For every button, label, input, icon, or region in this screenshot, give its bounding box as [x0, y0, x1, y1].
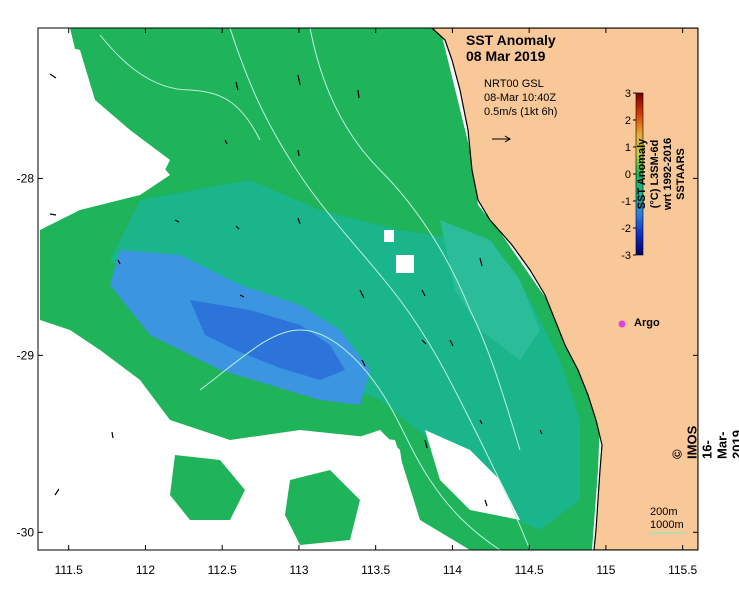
sst-field-coastal	[440, 220, 540, 360]
argo-label: Argo	[634, 317, 660, 329]
y-tick-label: -30	[17, 525, 35, 539]
y-tick-label: -29	[17, 348, 35, 362]
current-scale: 0.5m/s (1kt 6h)	[484, 106, 558, 118]
x-tick-label: 115	[596, 563, 615, 577]
colorbar: 3 2 1 0 -1 -2 -3	[621, 88, 644, 262]
x-tick-label: 113.5	[361, 563, 390, 577]
sst-patch-south	[170, 455, 245, 520]
colorbar-tick-label: 2	[625, 115, 631, 127]
current-legend-arrow	[492, 135, 511, 143]
contour-200m	[229, 28, 531, 550]
depth-key: 200m 1000m	[650, 506, 684, 532]
current-legend: NRT00 GSL 08-Mar 10:40Z 0.5m/s (1kt 6h)	[484, 77, 557, 119]
contour-outer	[99, 34, 261, 141]
arrow-right-icon	[492, 135, 511, 143]
cloud-gap-east	[425, 430, 520, 520]
map-title: SST Anomaly 08 Mar 2019	[466, 32, 556, 64]
cloud-gap-spot-1	[384, 230, 394, 242]
colorbar-tick-label: -2	[621, 223, 631, 235]
x-tick-label: 114.5	[515, 563, 544, 577]
colorbar-label-line-2: wrt 1992-2016 SSTAARS	[662, 137, 687, 211]
y-tick-label: -28	[17, 171, 35, 185]
colorbar-label: SST Anomaly (°C) L3SM-6d wrt 1992-2016 S…	[636, 136, 688, 213]
cloud-gap-northwest	[38, 40, 170, 210]
current-time: 08-Mar 10:40Z	[484, 92, 557, 104]
y-axis: -28-29-30	[17, 171, 698, 539]
x-tick-label: 114	[443, 563, 462, 577]
argo-float-marker	[618, 320, 626, 328]
current-arrows	[49, 73, 543, 507]
sst-patch-south-2	[285, 470, 360, 545]
bathymetry-contours	[99, 28, 531, 550]
contour-shelf	[199, 329, 501, 550]
credit-text: © IMOS 16-Mar-2019 11:00 Hobart	[669, 425, 739, 459]
depth-key-200m: 200m	[650, 506, 678, 518]
colorbar-ticks: 3 2 1 0 -1 -2 -3	[621, 88, 636, 262]
x-tick-label: 115.5	[668, 563, 697, 577]
x-tick-label: 112.5	[208, 563, 237, 577]
current-source: NRT00 GSL	[484, 78, 544, 90]
colorbar-tick-label: -3	[621, 250, 631, 262]
colorbar-tick-label: 3	[625, 88, 631, 100]
colorbar-label-line-1: SST Anomaly (°C) L3SM-6d	[636, 138, 661, 210]
contour-1000m	[309, 28, 521, 451]
x-tick-label: 112	[136, 563, 155, 577]
title-date: 08 Mar 2019	[466, 48, 546, 64]
x-axis: 111.5 112 112.5 113 113.5 114 114.5 115 115.5	[55, 28, 698, 577]
argo-marker-icon	[618, 320, 626, 328]
colorbar-tick-label: 0	[625, 169, 631, 181]
colorbar-tick-label: -1	[621, 196, 631, 208]
x-tick-label: 113	[289, 563, 308, 577]
cloud-gap-spot-2	[396, 255, 414, 273]
plot-frame	[37, 27, 699, 551]
title-line-1: SST Anomaly	[466, 32, 556, 48]
x-tick-label: 111.5	[55, 563, 84, 577]
depth-key-1000m: 1000m	[650, 519, 684, 531]
land-mass	[431, 28, 698, 550]
colorbar-tick-label: 1	[625, 142, 631, 154]
